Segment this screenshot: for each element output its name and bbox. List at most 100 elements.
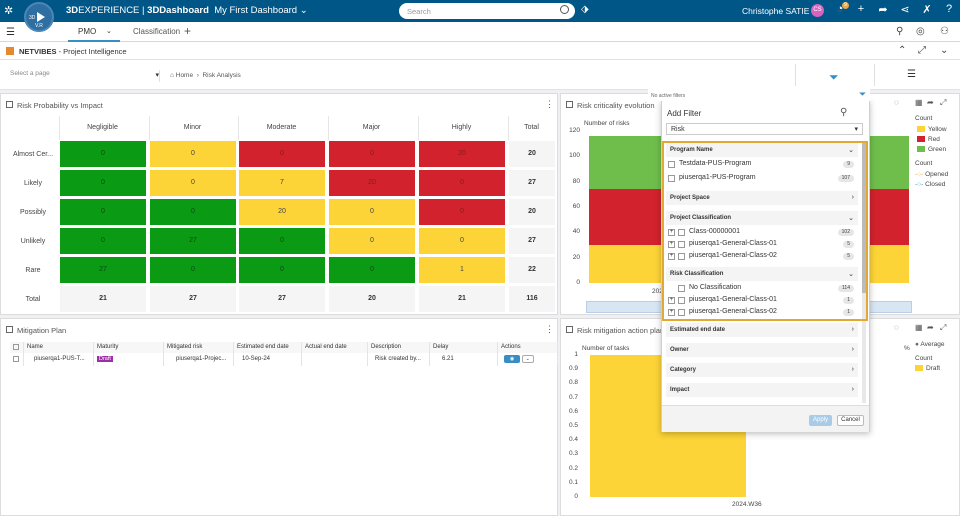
- widget-menu-icon[interactable]: ⋮: [545, 324, 554, 334]
- checkbox[interactable]: [678, 253, 685, 260]
- dashboard-title[interactable]: My First Dashboard: [214, 5, 298, 16]
- notifications-icon[interactable]: ◔: [836, 3, 844, 15]
- col-description[interactable]: Description: [368, 342, 430, 353]
- search-input[interactable]: Search: [399, 3, 575, 19]
- matrix-cell[interactable]: 20: [419, 141, 505, 167]
- share-icon[interactable]: ➦: [927, 98, 934, 107]
- section-owner[interactable]: Owner ›: [666, 343, 858, 357]
- matrix-cell[interactable]: 0: [60, 228, 146, 254]
- matrix-cell[interactable]: 0: [419, 170, 505, 196]
- menu-icon[interactable]: ☰: [6, 27, 15, 38]
- expand-icon[interactable]: +: [668, 241, 675, 248]
- avatar[interactable]: CS: [811, 4, 824, 17]
- matrix-cell[interactable]: 0: [150, 199, 236, 225]
- col-mitigated-risk[interactable]: Mitigated risk: [164, 342, 234, 353]
- matrix-cell[interactable]: 0: [150, 141, 236, 167]
- matrix-cell[interactable]: 0: [150, 170, 236, 196]
- chevron-right-icon[interactable]: ›: [851, 386, 854, 393]
- widget-menu-icon[interactable]: ⋮: [545, 99, 554, 109]
- section-impact[interactable]: Impact ›: [666, 383, 858, 397]
- matrix-cell[interactable]: 0: [419, 228, 505, 254]
- filter-type-select[interactable]: Risk ▾: [666, 123, 863, 135]
- breadcrumb-page[interactable]: Risk Analysis: [202, 72, 241, 79]
- chevron-right-icon[interactable]: ›: [851, 366, 854, 373]
- tools-icon[interactable]: ✗: [922, 4, 932, 16]
- add-tab-icon[interactable]: +: [184, 24, 192, 38]
- filter-clear-icon[interactable]: ⏷: [859, 89, 867, 99]
- tab-classification[interactable]: Classification: [133, 27, 181, 36]
- chevron-down-icon[interactable]: ⌄: [848, 215, 854, 222]
- legend-draft[interactable]: Draft: [915, 365, 940, 372]
- legend-yellow[interactable]: Yellow: [917, 126, 947, 133]
- table-view-icon[interactable]: ▦: [915, 98, 923, 107]
- compass-button[interactable]: 3D V.R: [24, 2, 54, 32]
- help-icon[interactable]: ?: [945, 3, 953, 15]
- checkbox[interactable]: [668, 161, 675, 168]
- filter-item[interactable]: + piuserqa1-General-Class-01 1: [668, 295, 856, 307]
- search-icon[interactable]: [560, 5, 569, 14]
- matrix-cell[interactable]: 20: [329, 170, 415, 196]
- breadcrumb-home[interactable]: Home: [175, 72, 194, 79]
- chevron-down-icon[interactable]: ⌄: [848, 271, 854, 278]
- matrix-cell[interactable]: 20: [239, 199, 325, 225]
- scrollbar[interactable]: [862, 143, 866, 403]
- page-menu-icon[interactable]: ☰: [907, 69, 916, 80]
- matrix-cell[interactable]: 0: [329, 141, 415, 167]
- legend-average[interactable]: ● Average: [915, 341, 945, 348]
- checkbox[interactable]: [678, 285, 685, 292]
- filter-icon[interactable]: ⏷: [829, 70, 839, 84]
- user-icon[interactable]: ⚇: [940, 26, 949, 37]
- chevron-right-icon[interactable]: ›: [851, 326, 854, 333]
- matrix-cell[interactable]: 0: [329, 257, 415, 283]
- matrix-cell[interactable]: 0: [150, 257, 236, 283]
- filter-item[interactable]: + piuserqa1-General-Class-01 5: [668, 239, 856, 251]
- section-program-name[interactable]: Program Name ⌄: [666, 143, 858, 157]
- filter-item[interactable]: Testdata-PUS-Program 9: [668, 159, 856, 171]
- expand-icon[interactable]: +: [668, 297, 675, 304]
- chevron-down-icon[interactable]: ⌄: [940, 45, 949, 56]
- filter-item[interactable]: No Classification 114: [668, 283, 856, 295]
- matrix-cell[interactable]: 27: [60, 257, 146, 283]
- matrix-cell[interactable]: 0: [239, 141, 325, 167]
- filter-item[interactable]: piuserqa1-PUS-Program 107: [668, 173, 856, 185]
- section-risk-classification[interactable]: Risk Classification ⌄: [666, 267, 858, 281]
- matrix-cell[interactable]: 0: [239, 228, 325, 254]
- tab-pmo[interactable]: PMO ⌄: [68, 22, 120, 42]
- matrix-cell[interactable]: 0: [419, 199, 505, 225]
- legend-green[interactable]: Green: [917, 146, 946, 153]
- section-project-space[interactable]: Project Space ›: [666, 191, 858, 205]
- view-icon[interactable]: ◉: [504, 355, 520, 363]
- page-select[interactable]: Select a page ▾: [10, 70, 160, 82]
- section-category[interactable]: Category ›: [666, 363, 858, 377]
- hide-icon[interactable]: ◌: [894, 98, 899, 107]
- cell-mitigated-risk[interactable]: piuserqa1-Projec...: [164, 353, 234, 366]
- legend-opened[interactable]: -○- Opened: [915, 171, 949, 178]
- chevron-right-icon[interactable]: ›: [851, 194, 854, 201]
- select-all-checkbox[interactable]: [10, 342, 24, 353]
- legend-red[interactable]: Red: [917, 136, 940, 143]
- filter-item[interactable]: + Class-00000001 102: [668, 227, 856, 239]
- matrix-cell[interactable]: 0: [60, 170, 146, 196]
- col-name[interactable]: Name: [24, 342, 94, 353]
- checkbox[interactable]: [678, 309, 685, 316]
- dropdown-caret-icon[interactable]: ▾: [155, 72, 159, 79]
- col-actions[interactable]: Actions: [498, 342, 558, 353]
- chevron-down-icon[interactable]: ⌄: [106, 28, 112, 35]
- cell-name[interactable]: piuserqa1-PUS-T...: [24, 353, 94, 366]
- chevron-down-icon[interactable]: ⌄: [521, 355, 534, 363]
- matrix-cell[interactable]: 27: [150, 228, 236, 254]
- checkbox[interactable]: [668, 175, 675, 182]
- add-icon[interactable]: +: [857, 3, 865, 15]
- col-actual-end[interactable]: Actual end date: [302, 342, 368, 353]
- share-icon[interactable]: ➦: [878, 4, 888, 16]
- section-project-classification[interactable]: Project Classification ⌄: [666, 211, 858, 225]
- col-estimated-end[interactable]: Estimated end date: [234, 342, 302, 353]
- tag-icon[interactable]: ⬗: [581, 4, 589, 15]
- cancel-button[interactable]: Cancel: [837, 415, 864, 426]
- home-icon[interactable]: ⌂: [170, 72, 174, 79]
- table-view-icon[interactable]: ▦: [915, 323, 923, 332]
- checkbox[interactable]: [678, 229, 685, 236]
- matrix-cell[interactable]: 0: [60, 199, 146, 225]
- chevron-up-icon[interactable]: ⌃: [898, 45, 907, 56]
- expand-icon[interactable]: ⤢: [918, 45, 926, 56]
